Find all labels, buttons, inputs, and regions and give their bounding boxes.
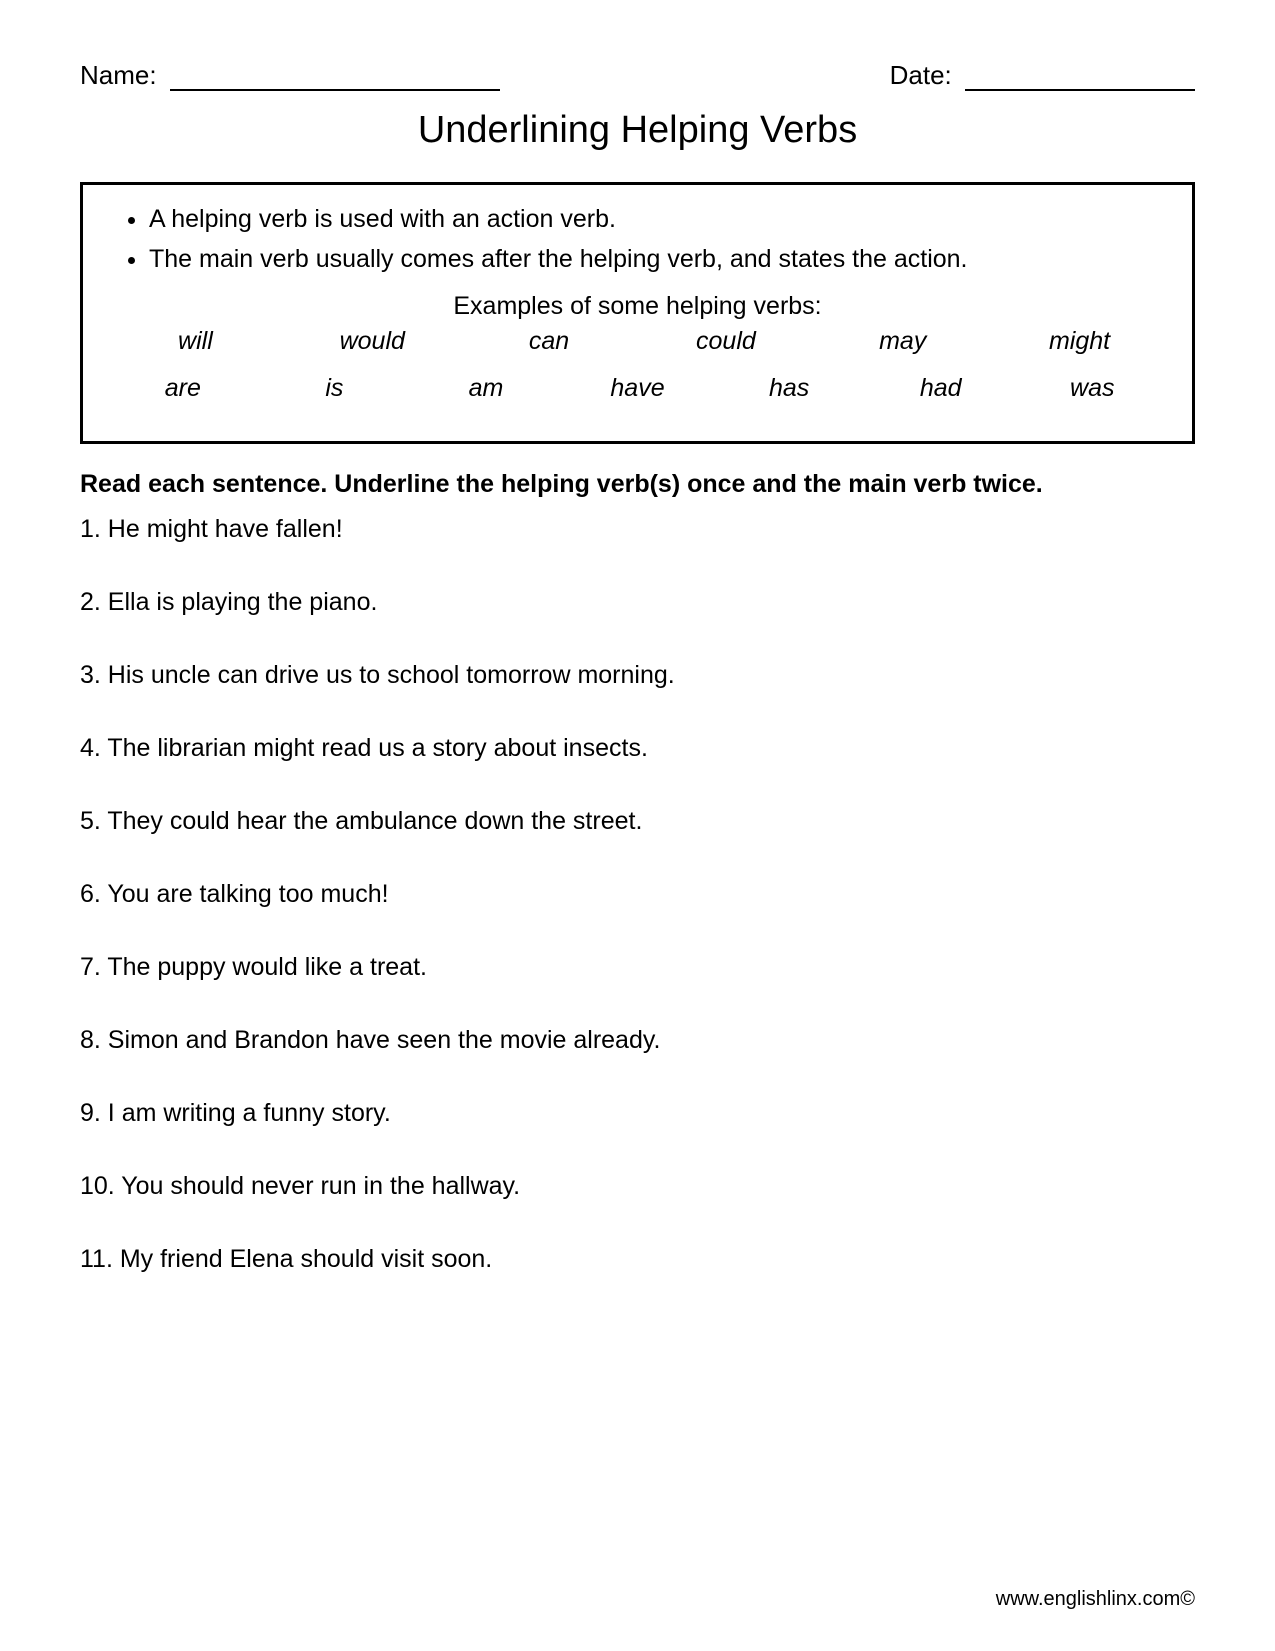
sentence-number: 11. (80, 1245, 120, 1273)
sentence-item[interactable]: 5. They could hear the ambulance down th… (80, 804, 1195, 839)
sentence-item[interactable]: 1. He might have fallen! (80, 512, 1195, 547)
instructions: Read each sentence. Underline the helpin… (80, 466, 1195, 502)
sentence-number: 6. (80, 880, 107, 908)
sentence-text: You are talking too much! (107, 880, 388, 908)
info-box: A helping verb is used with an action ve… (80, 182, 1195, 444)
sentence-item[interactable]: 7. The puppy would like a treat. (80, 950, 1195, 985)
sentence-number: 2. (80, 588, 108, 616)
verb: could (637, 327, 814, 356)
verb-row-2: are is am have has had was (107, 374, 1168, 403)
sentence-number: 5. (80, 807, 107, 835)
sentence-item[interactable]: 11. My friend Elena should visit soon. (80, 1242, 1195, 1277)
footer-credit: www.englishlinx.com© (996, 1588, 1195, 1611)
sentence-item[interactable]: 2. Ella is playing the piano. (80, 585, 1195, 620)
verb: had (865, 374, 1017, 403)
sentence-text: My friend Elena should visit soon. (120, 1245, 492, 1273)
sentence-number: 10. (80, 1172, 121, 1200)
sentence-text: Simon and Brandon have seen the movie al… (108, 1026, 661, 1054)
verb: was (1016, 374, 1168, 403)
sentence-list: 1. He might have fallen! 2. Ella is play… (80, 512, 1195, 1277)
header-row: Name: Date: (80, 60, 1195, 91)
sentence-text: The librarian might read us a story abou… (107, 734, 648, 762)
sentence-number: 1. (80, 515, 108, 543)
sentence-item[interactable]: 10. You should never run in the hallway. (80, 1169, 1195, 1204)
verb-row-1: will would can could may might (107, 327, 1168, 356)
verb: can (461, 327, 638, 356)
sentence-item[interactable]: 9. I am writing a funny story. (80, 1096, 1195, 1131)
sentence-number: 4. (80, 734, 107, 762)
sentence-text: The puppy would like a treat. (107, 953, 427, 981)
date-blank[interactable] (965, 89, 1195, 91)
bullet-item: The main verb usually comes after the he… (149, 241, 1168, 279)
verb: have (562, 374, 714, 403)
sentence-number: 9. (80, 1099, 108, 1127)
sentence-text: They could hear the ambulance down the s… (107, 807, 642, 835)
sentence-number: 3. (80, 661, 108, 689)
page-title: Underlining Helping Verbs (80, 109, 1195, 152)
name-blank[interactable] (170, 89, 500, 91)
examples-title: Examples of some helping verbs: (107, 292, 1168, 321)
verb: has (713, 374, 865, 403)
verb: may (814, 327, 991, 356)
sentence-item[interactable]: 6. You are talking too much! (80, 877, 1195, 912)
sentence-text: You should never run in the hallway. (121, 1172, 520, 1200)
date-field[interactable]: Date: (890, 60, 1195, 91)
name-label: Name: (80, 60, 157, 90)
bullet-item: A helping verb is used with an action ve… (149, 201, 1168, 239)
verb: am (410, 374, 562, 403)
verb: are (107, 374, 259, 403)
verb: is (259, 374, 411, 403)
sentence-number: 7. (80, 953, 107, 981)
date-label: Date: (890, 60, 952, 90)
sentence-text: He might have fallen! (108, 515, 343, 543)
sentence-text: I am writing a funny story. (108, 1099, 391, 1127)
verb: will (107, 327, 284, 356)
sentence-text: His uncle can drive us to school tomorro… (108, 661, 675, 689)
verb: would (284, 327, 461, 356)
worksheet-page: Name: Date: Underlining Helping Verbs A … (0, 0, 1275, 1651)
sentence-number: 8. (80, 1026, 108, 1054)
sentence-text: Ella is playing the piano. (108, 588, 378, 616)
name-field[interactable]: Name: (80, 60, 500, 91)
sentence-item[interactable]: 3. His uncle can drive us to school tomo… (80, 658, 1195, 693)
sentence-item[interactable]: 8. Simon and Brandon have seen the movie… (80, 1023, 1195, 1058)
verb: might (991, 327, 1168, 356)
sentence-item[interactable]: 4. The librarian might read us a story a… (80, 731, 1195, 766)
bullet-list: A helping verb is used with an action ve… (107, 201, 1168, 278)
